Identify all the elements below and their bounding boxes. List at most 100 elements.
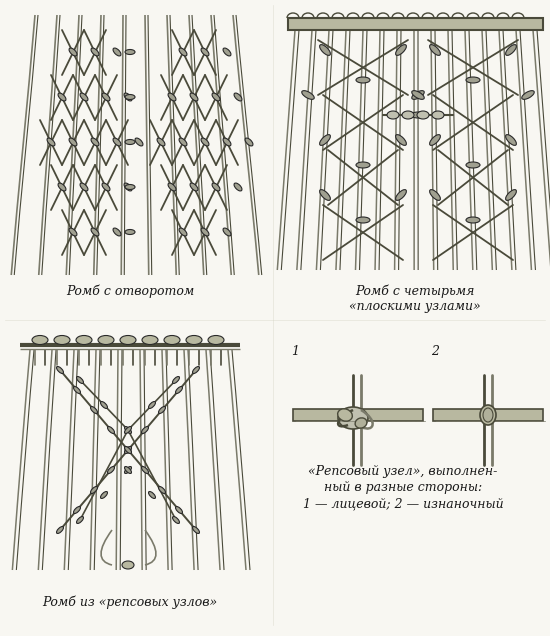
Ellipse shape [190,93,198,101]
Ellipse shape [124,93,132,101]
Ellipse shape [164,336,180,345]
Ellipse shape [186,336,202,345]
Ellipse shape [190,183,198,191]
Ellipse shape [76,377,84,384]
Ellipse shape [212,183,220,191]
Ellipse shape [234,93,242,101]
Ellipse shape [125,95,135,99]
Ellipse shape [113,228,121,236]
Ellipse shape [430,45,441,55]
Ellipse shape [125,139,135,144]
Ellipse shape [76,516,84,523]
Ellipse shape [101,492,107,499]
Ellipse shape [102,183,110,191]
Ellipse shape [47,138,55,146]
Ellipse shape [141,427,148,434]
Ellipse shape [124,467,131,473]
Ellipse shape [466,77,480,83]
Ellipse shape [338,407,368,429]
Ellipse shape [208,336,224,345]
Ellipse shape [320,45,331,55]
Ellipse shape [522,91,534,99]
Ellipse shape [148,492,156,499]
Ellipse shape [158,406,166,413]
Ellipse shape [69,228,77,236]
Ellipse shape [124,446,131,453]
Ellipse shape [124,446,131,453]
Ellipse shape [125,230,135,235]
Text: «Репсовый узел», выполнен-: «Репсовый узел», выполнен- [309,465,498,478]
Ellipse shape [102,93,110,101]
Ellipse shape [57,527,63,534]
Ellipse shape [101,401,107,408]
Ellipse shape [417,111,429,119]
Ellipse shape [91,406,97,413]
Ellipse shape [395,135,406,146]
Ellipse shape [98,336,114,345]
Ellipse shape [135,138,143,146]
Ellipse shape [356,217,370,223]
Ellipse shape [124,446,131,453]
Ellipse shape [192,527,200,534]
Ellipse shape [32,336,48,345]
Ellipse shape [168,93,176,101]
Ellipse shape [125,50,135,55]
Ellipse shape [179,48,187,56]
Ellipse shape [234,183,242,191]
Ellipse shape [466,217,480,223]
Ellipse shape [69,138,77,146]
Ellipse shape [124,427,131,434]
Ellipse shape [173,516,179,523]
Ellipse shape [120,336,136,345]
Ellipse shape [80,93,88,101]
Text: 1 — лицевой; 2 — изнаночный: 1 — лицевой; 2 — изнаночный [302,497,503,510]
Ellipse shape [168,183,176,191]
Bar [288,18,543,30]
Ellipse shape [148,401,156,408]
Ellipse shape [69,48,77,56]
Ellipse shape [430,135,441,146]
Text: 1: 1 [291,345,299,358]
Ellipse shape [320,190,331,200]
Ellipse shape [175,506,183,513]
Ellipse shape [302,91,314,99]
Ellipse shape [173,377,179,384]
Ellipse shape [91,487,97,494]
Ellipse shape [113,48,121,56]
Ellipse shape [505,190,516,200]
Ellipse shape [91,138,99,146]
Ellipse shape [505,45,516,55]
Ellipse shape [387,111,399,119]
Ellipse shape [124,427,131,434]
Ellipse shape [432,111,444,119]
Ellipse shape [54,336,70,345]
Ellipse shape [113,138,121,146]
Ellipse shape [212,93,220,101]
Ellipse shape [223,138,231,146]
Ellipse shape [192,366,200,373]
Ellipse shape [483,408,493,422]
Ellipse shape [402,111,414,119]
Ellipse shape [158,487,166,494]
Ellipse shape [80,183,88,191]
Ellipse shape [356,162,370,168]
Ellipse shape [430,190,441,200]
Text: Ромб из «репсовых узлов»: Ромб из «репсовых узлов» [42,595,218,609]
Ellipse shape [76,336,92,345]
Ellipse shape [91,48,99,56]
Ellipse shape [412,91,424,99]
Ellipse shape [179,228,187,236]
Ellipse shape [223,228,231,236]
Ellipse shape [124,467,131,473]
Ellipse shape [122,561,134,569]
Ellipse shape [124,446,131,453]
Text: Ромб с отворотом: Ромб с отворотом [66,284,194,298]
Ellipse shape [74,506,80,513]
Bar [433,409,543,421]
Ellipse shape [157,138,165,146]
Ellipse shape [320,135,331,146]
Ellipse shape [58,183,66,191]
Ellipse shape [141,467,148,473]
Ellipse shape [125,184,135,190]
Ellipse shape [355,418,367,428]
